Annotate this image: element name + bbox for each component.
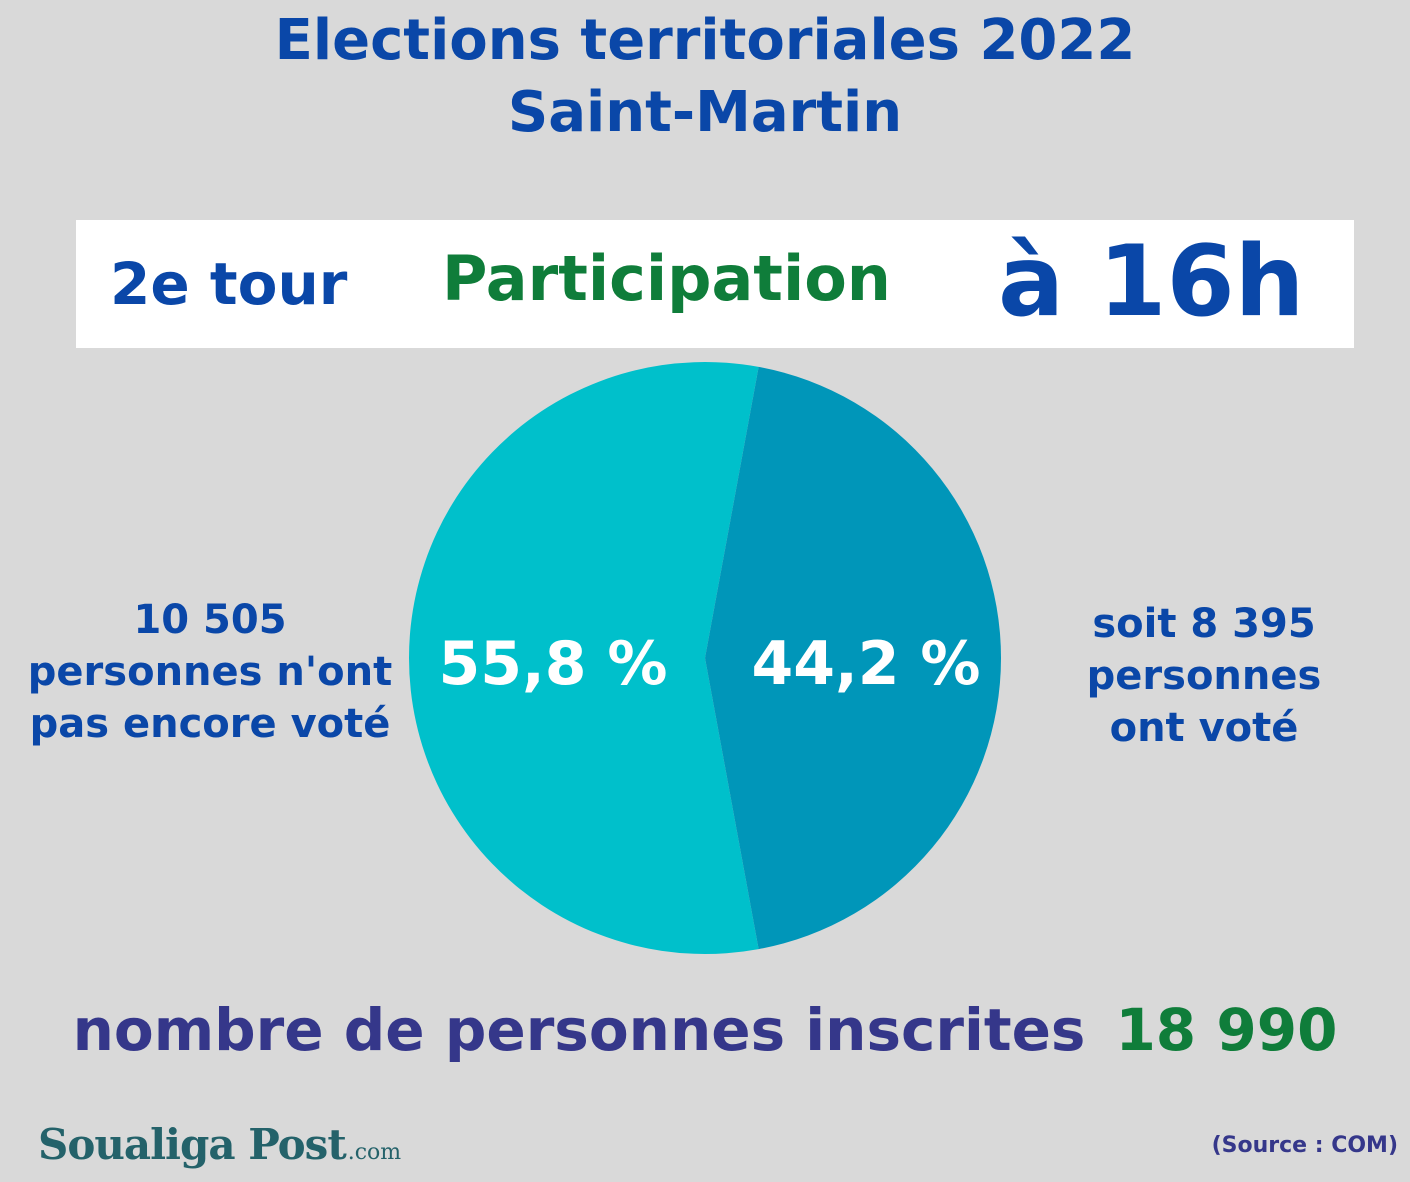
- logo-wordmark: Soualiga Post: [38, 1120, 347, 1169]
- voted-note: soit 8 395 personnes ont voté: [1086, 601, 1322, 751]
- source-note: (Source : COM): [1211, 1133, 1398, 1158]
- round-label: 2e tour: [110, 250, 348, 318]
- registered-voters: nombre de personnes inscrites 18 990: [0, 996, 1410, 1064]
- pie-slice-not-voted: [409, 362, 759, 954]
- logo-suffix: .com: [347, 1140, 402, 1165]
- not-voted-note: 10 505 personnes n'ont pas encore voté: [27, 597, 393, 747]
- pie-label-voted: 44,2 %: [751, 629, 980, 699]
- round-banner: 2e tour Participation à 16h: [76, 220, 1354, 348]
- title-line-1: Elections territoriales 2022: [274, 8, 1136, 73]
- registered-value: 18 990: [1115, 996, 1338, 1064]
- registered-label: nombre de personnes inscrites: [72, 996, 1086, 1064]
- title-line-2: Saint-Martin: [507, 80, 903, 145]
- time-label: à 16h: [998, 225, 1305, 339]
- pie-slice-voted: [705, 366, 1002, 950]
- publisher-logo: Soualiga Post.com: [38, 1120, 401, 1169]
- participation-label: Participation: [442, 242, 891, 315]
- pie-label-not-voted: 55,8 %: [438, 629, 667, 699]
